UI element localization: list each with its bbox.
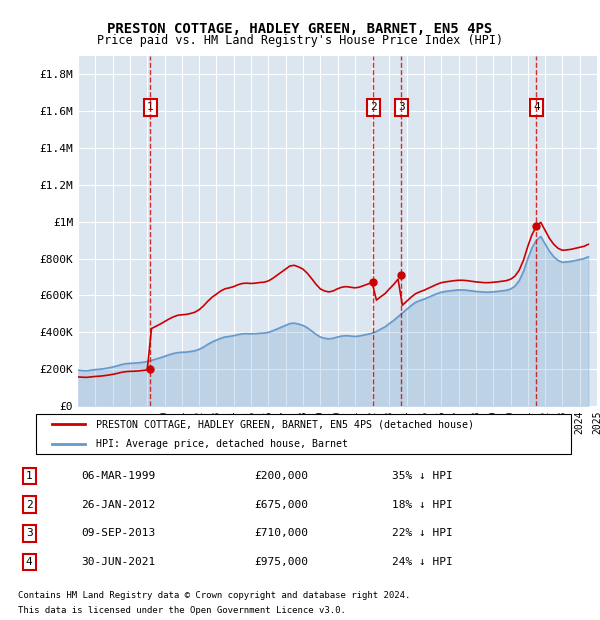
Text: Price paid vs. HM Land Registry's House Price Index (HPI): Price paid vs. HM Land Registry's House … — [97, 34, 503, 47]
Text: 06-MAR-1999: 06-MAR-1999 — [81, 471, 155, 481]
Text: 4: 4 — [533, 102, 540, 112]
Text: 1: 1 — [147, 102, 154, 112]
Text: 09-SEP-2013: 09-SEP-2013 — [81, 528, 155, 538]
Text: 4: 4 — [26, 557, 32, 567]
Text: 1: 1 — [26, 471, 32, 481]
Text: 30-JUN-2021: 30-JUN-2021 — [81, 557, 155, 567]
Text: £710,000: £710,000 — [254, 528, 308, 538]
Text: 35% ↓ HPI: 35% ↓ HPI — [392, 471, 453, 481]
Text: 24% ↓ HPI: 24% ↓ HPI — [392, 557, 453, 567]
Text: 2: 2 — [370, 102, 377, 112]
Text: This data is licensed under the Open Government Licence v3.0.: This data is licensed under the Open Gov… — [18, 606, 346, 615]
Text: £675,000: £675,000 — [254, 500, 308, 510]
Text: 3: 3 — [26, 528, 32, 538]
Text: 2: 2 — [26, 500, 32, 510]
Text: 22% ↓ HPI: 22% ↓ HPI — [392, 528, 453, 538]
Text: HPI: Average price, detached house, Barnet: HPI: Average price, detached house, Barn… — [96, 438, 348, 448]
Text: 18% ↓ HPI: 18% ↓ HPI — [392, 500, 453, 510]
Text: PRESTON COTTAGE, HADLEY GREEN, BARNET, EN5 4PS: PRESTON COTTAGE, HADLEY GREEN, BARNET, E… — [107, 22, 493, 36]
Text: Contains HM Land Registry data © Crown copyright and database right 2024.: Contains HM Land Registry data © Crown c… — [18, 591, 410, 600]
Text: PRESTON COTTAGE, HADLEY GREEN, BARNET, EN5 4PS (detached house): PRESTON COTTAGE, HADLEY GREEN, BARNET, E… — [96, 420, 474, 430]
Text: 3: 3 — [398, 102, 405, 112]
Text: £975,000: £975,000 — [254, 557, 308, 567]
FancyBboxPatch shape — [35, 414, 571, 454]
Text: 26-JAN-2012: 26-JAN-2012 — [81, 500, 155, 510]
Text: £200,000: £200,000 — [254, 471, 308, 481]
